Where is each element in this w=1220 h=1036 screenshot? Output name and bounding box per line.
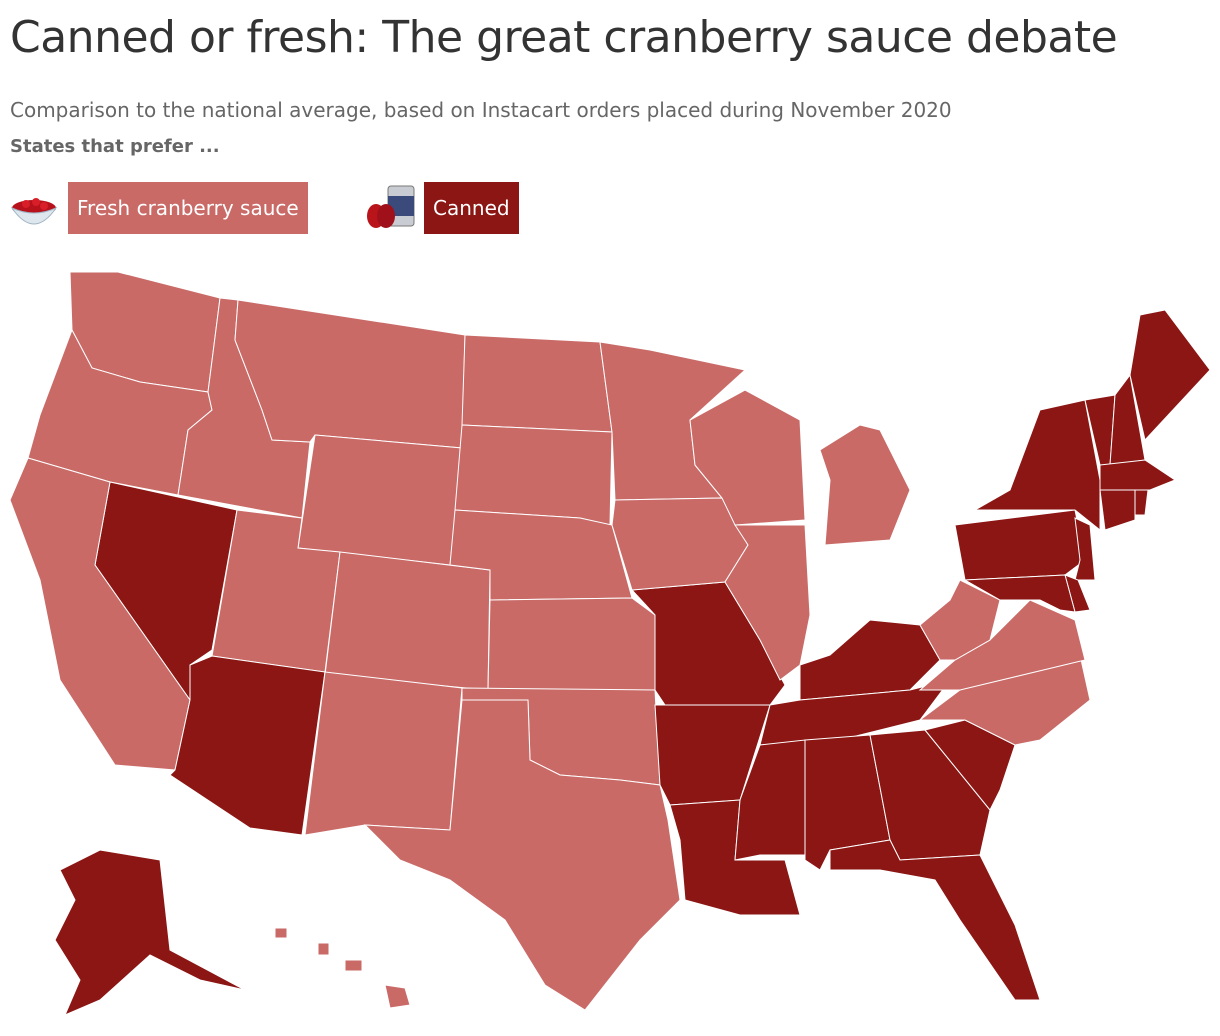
state xyxy=(919,579,1001,661)
state xyxy=(363,699,681,1011)
fresh-icon xyxy=(10,198,58,225)
state xyxy=(689,389,806,526)
state xyxy=(1074,517,1096,581)
state xyxy=(274,927,288,939)
legend-fresh: Fresh cranberry sauce xyxy=(68,182,308,234)
state xyxy=(461,687,661,786)
state xyxy=(27,328,213,496)
state xyxy=(799,619,941,701)
state xyxy=(963,574,1076,613)
state xyxy=(734,739,806,861)
state xyxy=(973,399,1101,532)
state xyxy=(954,509,1086,581)
state xyxy=(654,704,771,806)
legend-canned: Canned xyxy=(424,182,519,234)
canned-icon xyxy=(367,185,415,228)
state xyxy=(759,679,952,746)
state xyxy=(169,655,326,836)
state xyxy=(211,509,341,673)
state xyxy=(630,581,786,706)
legend-prompt: States that prefer ... xyxy=(10,136,220,157)
state xyxy=(177,297,311,519)
state xyxy=(1099,489,1136,531)
state xyxy=(384,984,411,1009)
state xyxy=(599,341,747,501)
state xyxy=(344,959,363,972)
state xyxy=(449,509,633,601)
state xyxy=(1099,459,1177,491)
state xyxy=(819,424,911,546)
state xyxy=(9,457,191,771)
state xyxy=(324,551,491,691)
state xyxy=(317,942,330,956)
state xyxy=(918,599,1086,691)
state xyxy=(94,481,238,702)
subtitle: Comparison to the national average, base… xyxy=(10,98,952,122)
state xyxy=(669,799,801,916)
state xyxy=(297,434,463,566)
state xyxy=(869,729,991,861)
state xyxy=(804,734,891,871)
state xyxy=(1129,309,1211,442)
state xyxy=(69,271,221,393)
state xyxy=(1084,394,1116,466)
state xyxy=(1134,489,1149,516)
state xyxy=(54,849,246,1016)
state xyxy=(454,424,613,526)
state xyxy=(304,671,463,836)
state xyxy=(918,654,1091,746)
state xyxy=(461,334,613,433)
state xyxy=(1064,574,1091,613)
state xyxy=(724,524,811,681)
state xyxy=(924,719,1016,811)
state xyxy=(1109,373,1146,466)
state xyxy=(611,497,749,591)
state xyxy=(829,839,1041,1001)
state xyxy=(487,597,656,691)
state xyxy=(234,299,466,449)
title: Canned or fresh: The great cranberry sau… xyxy=(10,12,1118,63)
